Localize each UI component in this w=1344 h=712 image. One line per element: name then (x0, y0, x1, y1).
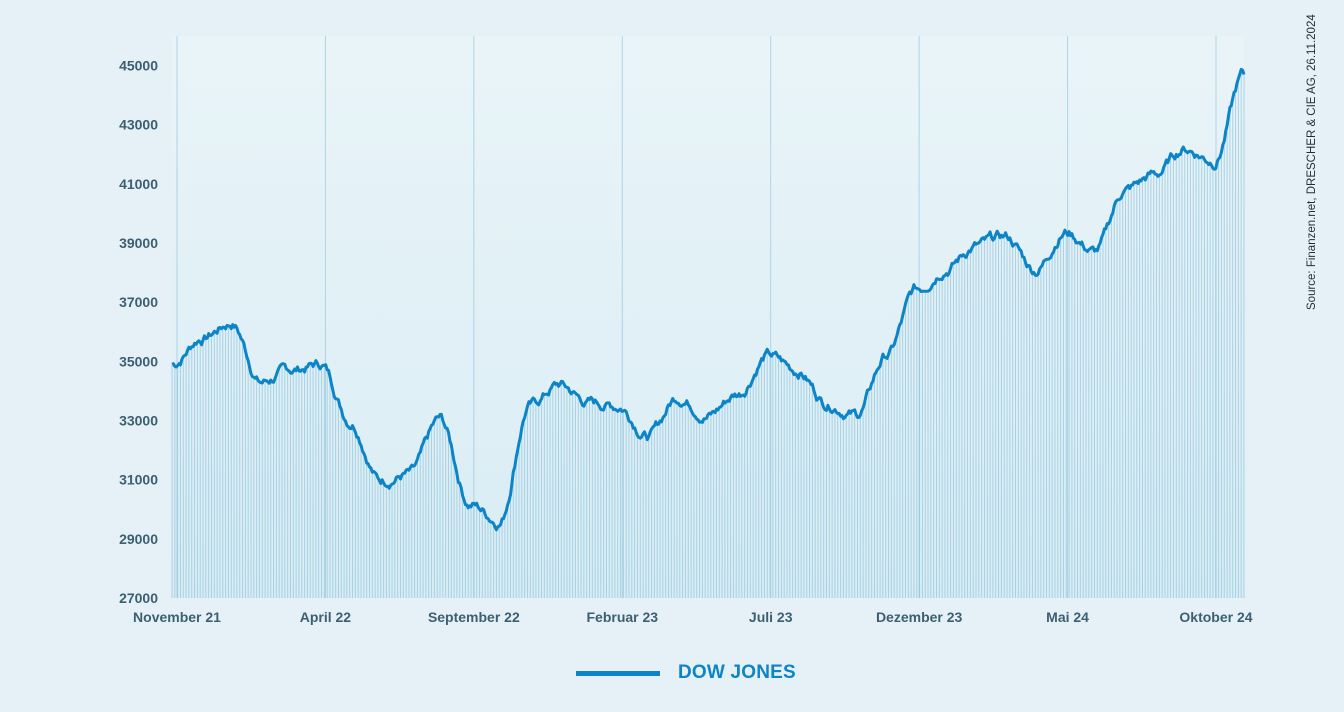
x-tick-label: April 22 (300, 609, 352, 625)
x-tick-label: Mai 24 (1046, 609, 1089, 625)
y-tick-label: 27000 (119, 590, 158, 606)
legend-swatch (576, 670, 660, 676)
y-tick-label: 37000 (119, 294, 158, 310)
source-note: Source: Finanzen.net, DRESCHER & CIE AG,… (1306, 14, 1318, 310)
x-tick-label: Juli 23 (749, 609, 793, 625)
y-tick-label: 43000 (119, 117, 158, 133)
y-tick-label: 31000 (119, 472, 158, 488)
x-tick-label: September 22 (428, 609, 520, 625)
x-tick-label: November 21 (133, 609, 221, 625)
x-tick-label: Dezember 23 (876, 609, 963, 625)
y-tick-label: 39000 (119, 235, 158, 251)
y-tick-label: 41000 (119, 176, 158, 192)
x-tick-label: Februar 23 (586, 609, 658, 625)
series-line-dow-jones (171, 67, 1246, 532)
legend: DOW JONES (576, 660, 796, 686)
y-tick-label: 33000 (119, 413, 158, 429)
y-tick-label: 45000 (119, 58, 158, 74)
y-tick-label: 35000 (119, 353, 158, 369)
x-tick-label: Oktober 24 (1179, 609, 1252, 625)
legend-label: DOW JONES (678, 662, 796, 683)
y-tick-label: 29000 (119, 531, 158, 547)
